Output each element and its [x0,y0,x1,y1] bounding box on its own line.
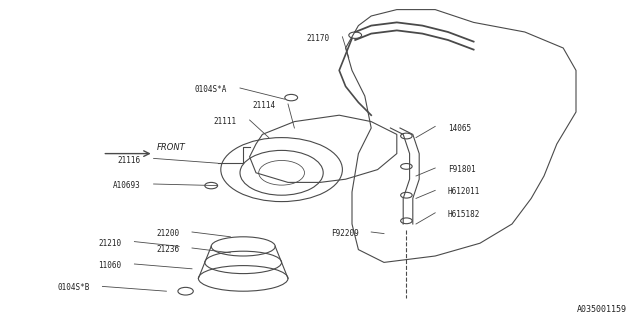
Text: 11060: 11060 [99,261,122,270]
Text: A10693: A10693 [113,181,141,190]
Text: 21200: 21200 [156,229,179,238]
Text: A035001159: A035001159 [577,305,627,314]
Text: 21170: 21170 [307,34,330,43]
Text: 21114: 21114 [252,101,275,110]
Text: 14065: 14065 [448,124,471,132]
Text: F91801: F91801 [448,165,476,174]
Text: 21111: 21111 [214,117,237,126]
Text: 0104S*A: 0104S*A [195,85,227,94]
Text: H615182: H615182 [448,210,481,219]
Text: 21210: 21210 [99,239,122,248]
Text: F92209: F92209 [331,229,358,238]
Text: 21116: 21116 [118,156,141,164]
Text: 0104S*B: 0104S*B [57,284,90,292]
Text: FRONT: FRONT [157,143,186,152]
Text: 21236: 21236 [156,245,179,254]
Text: H612011: H612011 [448,188,481,196]
